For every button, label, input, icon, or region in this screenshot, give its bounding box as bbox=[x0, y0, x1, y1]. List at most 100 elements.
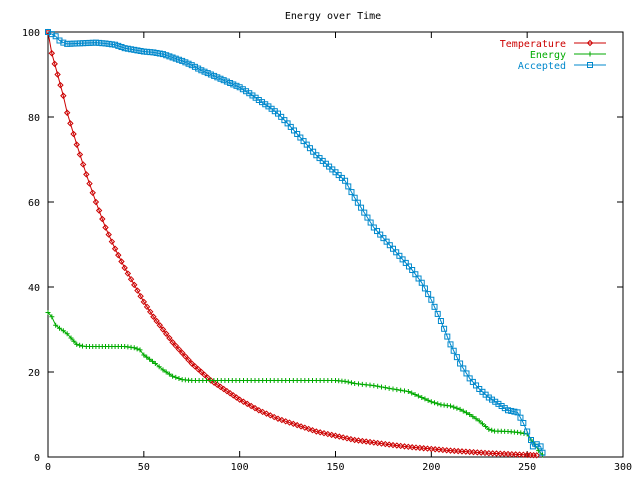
data-point bbox=[80, 40, 87, 47]
data-point bbox=[86, 39, 93, 46]
data-point bbox=[96, 39, 103, 46]
data-point bbox=[421, 285, 428, 292]
data-point bbox=[223, 387, 231, 395]
data-point bbox=[342, 177, 349, 184]
data-point bbox=[355, 437, 362, 444]
data-point bbox=[247, 402, 255, 410]
series-energy bbox=[45, 310, 545, 458]
data-point bbox=[469, 378, 476, 385]
data-point bbox=[57, 81, 64, 89]
data-point bbox=[160, 367, 166, 373]
x-tick-label: 200 bbox=[422, 462, 440, 473]
data-point bbox=[380, 235, 387, 242]
data-point bbox=[375, 383, 381, 389]
legend-item-accepted: Accepted bbox=[518, 61, 606, 72]
data-point bbox=[83, 40, 90, 47]
data-point bbox=[441, 325, 448, 332]
x-tick-label: 300 bbox=[614, 462, 632, 473]
data-point bbox=[370, 439, 378, 446]
data-point bbox=[134, 47, 141, 54]
data-point bbox=[528, 437, 534, 443]
data-point bbox=[111, 245, 119, 252]
data-point bbox=[470, 448, 477, 456]
data-point bbox=[188, 62, 195, 69]
data-point bbox=[236, 84, 243, 91]
data-point bbox=[287, 123, 294, 130]
data-point bbox=[293, 421, 301, 429]
data-point bbox=[118, 258, 125, 265]
data-point bbox=[124, 45, 131, 52]
data-point bbox=[45, 310, 51, 315]
data-point bbox=[52, 33, 59, 40]
data-point bbox=[428, 399, 434, 405]
data-point bbox=[371, 383, 377, 389]
data-point bbox=[306, 145, 313, 152]
data-point bbox=[332, 432, 339, 439]
data-point bbox=[214, 381, 221, 388]
data-point bbox=[432, 400, 438, 406]
data-point bbox=[275, 110, 281, 117]
data-point bbox=[284, 120, 291, 127]
y-tick-label: 100 bbox=[22, 28, 40, 39]
data-point bbox=[457, 360, 464, 367]
data-point bbox=[425, 397, 431, 403]
data-point bbox=[48, 50, 56, 57]
data-point bbox=[313, 428, 320, 435]
data-point bbox=[131, 46, 138, 53]
chart-title: Energy over Time bbox=[285, 11, 381, 22]
series-line bbox=[47, 31, 543, 453]
data-point bbox=[115, 42, 122, 49]
data-point bbox=[345, 379, 351, 385]
data-point bbox=[226, 390, 234, 397]
data-point bbox=[358, 204, 365, 211]
legend-label: Energy bbox=[530, 50, 566, 61]
data-point bbox=[141, 352, 147, 358]
data-point bbox=[137, 293, 144, 300]
data-point bbox=[128, 46, 135, 53]
data-point bbox=[473, 416, 479, 422]
data-point bbox=[152, 361, 158, 366]
data-point bbox=[121, 45, 128, 52]
data-point bbox=[176, 376, 182, 382]
data-point bbox=[267, 412, 274, 419]
data-point bbox=[374, 228, 381, 235]
data-point bbox=[169, 339, 176, 346]
data-point bbox=[458, 448, 466, 455]
data-point bbox=[223, 78, 230, 85]
data-point bbox=[169, 54, 176, 61]
data-point bbox=[489, 427, 495, 433]
data-point bbox=[214, 74, 221, 81]
data-point bbox=[108, 238, 116, 245]
data-point bbox=[49, 314, 55, 320]
data-point bbox=[383, 238, 390, 245]
data-point bbox=[233, 82, 240, 89]
data-point bbox=[236, 396, 243, 403]
data-point bbox=[297, 423, 305, 430]
data-point bbox=[316, 429, 324, 436]
data-point bbox=[131, 345, 137, 351]
data-point bbox=[217, 75, 224, 82]
series-line bbox=[47, 312, 543, 456]
data-point bbox=[211, 72, 218, 79]
data-point bbox=[466, 375, 473, 382]
data-point bbox=[416, 444, 424, 452]
data-point bbox=[60, 39, 67, 46]
data-point bbox=[405, 443, 412, 451]
data-point bbox=[270, 413, 278, 421]
y-tick-label: 60 bbox=[28, 198, 40, 209]
data-point bbox=[134, 346, 140, 352]
data-point bbox=[92, 198, 100, 206]
data-point bbox=[398, 387, 404, 393]
data-point bbox=[524, 428, 531, 435]
data-point bbox=[428, 296, 435, 303]
data-point bbox=[185, 356, 192, 364]
data-point bbox=[309, 427, 316, 434]
data-point bbox=[244, 400, 251, 408]
data-point bbox=[198, 67, 205, 74]
data-point bbox=[447, 447, 454, 454]
legend-label: Accepted bbox=[518, 61, 566, 72]
data-point bbox=[95, 207, 103, 214]
data-point bbox=[263, 410, 270, 417]
data-point bbox=[77, 342, 83, 348]
